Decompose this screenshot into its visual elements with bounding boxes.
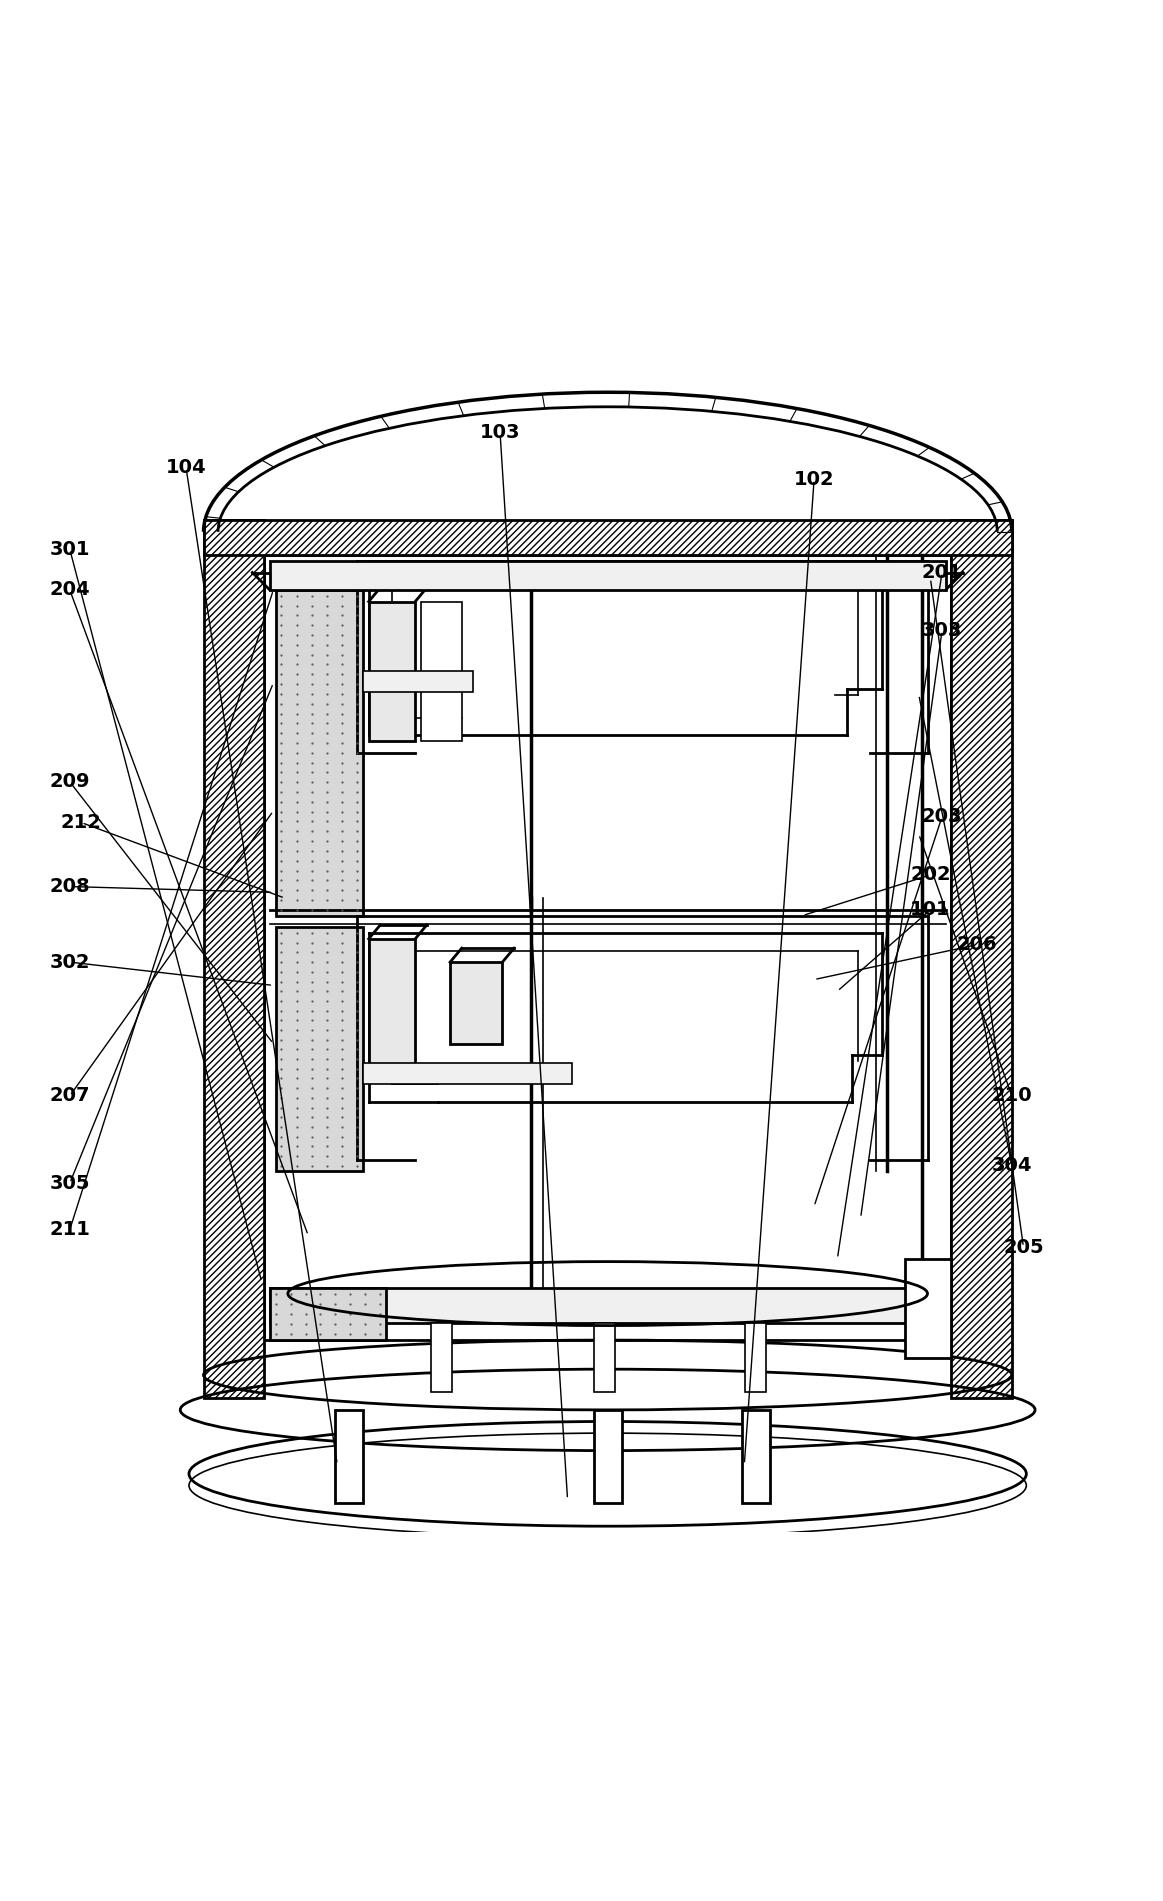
Text: 204: 204 [50, 580, 90, 599]
Text: 301: 301 [50, 540, 90, 559]
Bar [951, 521, 1012, 1399]
Bar [369, 939, 415, 1078]
Text: 103: 103 [480, 424, 520, 443]
Bar [742, 1411, 770, 1504]
Text: 206: 206 [957, 935, 997, 954]
Bar [450, 962, 502, 1044]
Bar [204, 521, 1012, 555]
Bar [264, 555, 951, 1340]
Bar [594, 1323, 615, 1392]
Bar [363, 671, 473, 692]
Text: 208: 208 [50, 876, 90, 895]
Text: 104: 104 [166, 458, 206, 477]
Text: 207: 207 [50, 1085, 90, 1104]
Text: 209: 209 [50, 772, 90, 791]
Bar [276, 928, 363, 1171]
Text: 211: 211 [49, 1220, 91, 1239]
Bar [421, 601, 462, 741]
Text: 202: 202 [911, 865, 950, 884]
Bar [204, 521, 264, 1399]
Text: 212: 212 [60, 814, 102, 833]
Text: 210: 210 [992, 1085, 1032, 1104]
Text: 203: 203 [922, 808, 962, 827]
Bar [905, 1258, 951, 1357]
Text: 205: 205 [1004, 1238, 1043, 1257]
Text: 305: 305 [50, 1173, 90, 1192]
Text: 102: 102 [794, 470, 834, 489]
Bar [270, 1287, 946, 1323]
Bar [270, 1287, 386, 1340]
Text: 201: 201 [922, 563, 962, 582]
Text: 304: 304 [992, 1156, 1032, 1175]
Text: 101: 101 [911, 901, 950, 920]
Bar [276, 589, 363, 916]
Bar [745, 1323, 766, 1392]
Bar [270, 561, 946, 589]
Bar [363, 1063, 572, 1084]
Bar [594, 1411, 622, 1504]
Text: 302: 302 [50, 952, 90, 971]
Bar [431, 1323, 452, 1392]
Text: 303: 303 [922, 622, 962, 641]
Bar [335, 1411, 363, 1504]
Bar [369, 601, 415, 741]
